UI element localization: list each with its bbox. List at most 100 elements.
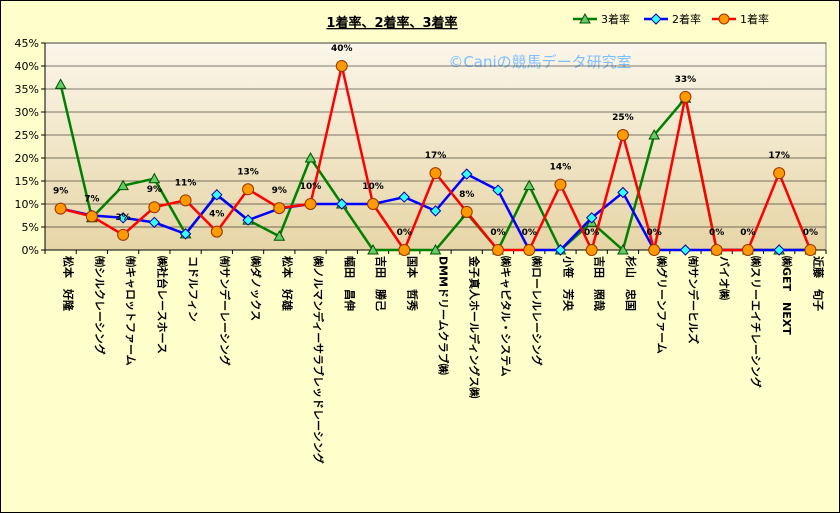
- gridlines: [45, 42, 826, 228]
- x-tick-label: ㈱グリーンファーム: [655, 256, 669, 354]
- x-tick-label: コドルフィン: [187, 256, 200, 322]
- data-label: 40%: [331, 44, 353, 54]
- x-tick-label: ㈱ノルマンディーサラブレッドレーシング: [312, 256, 326, 464]
- chart-title: 1着率、2着率、3着率: [326, 15, 457, 31]
- circle-marker: [210, 225, 223, 238]
- circle-marker: [554, 178, 567, 191]
- diamond-marker: [679, 244, 692, 256]
- circle-marker: [773, 167, 786, 180]
- x-tick-label: ㈱キャピタル・システム: [499, 256, 513, 377]
- circle-marker: [523, 244, 536, 256]
- data-label: 17%: [425, 151, 447, 161]
- x-tick-label: 幅田 昌伸: [343, 256, 357, 311]
- circle-marker: [648, 244, 661, 256]
- circle-marker: [85, 210, 98, 223]
- diamond-marker: [554, 244, 567, 256]
- y-tick-label: 15%: [15, 175, 39, 188]
- data-label: 9%: [147, 185, 162, 195]
- triangle-marker: [648, 128, 661, 140]
- circle-marker: [398, 244, 411, 256]
- data-label: 25%: [612, 113, 634, 123]
- data-label: 33%: [675, 75, 697, 85]
- x-tick-label: バイオ㈱: [718, 256, 732, 300]
- data-label: 14%: [550, 163, 572, 173]
- y-tick-label: 20%: [15, 152, 39, 165]
- watermark-text: ©Caniの競馬データ研究室: [448, 53, 631, 71]
- data-label: 10%: [362, 182, 384, 192]
- x-tick-label: ㈲シルクレーシング: [93, 256, 107, 355]
- plot-area: [44, 42, 827, 251]
- x-tick-label: ㈱社台レースホース: [155, 256, 169, 354]
- circle-marker: [148, 201, 161, 214]
- triangle-marker: [617, 243, 629, 255]
- x-tick-label: 松本 好雄: [280, 256, 294, 311]
- data-labels: 9% 7% 3% 9% 11% 4% 13% 9% 10% 40% 10% 0% 17% 8% 0% 0% 14…: [53, 44, 818, 238]
- circle-marker: [242, 183, 255, 196]
- data-label: 11%: [175, 178, 197, 188]
- circle-marker: [679, 90, 692, 103]
- triangle-marker: [429, 243, 442, 255]
- diamond-marker: [398, 191, 410, 203]
- x-tick-label: 近藤 旬子: [811, 256, 825, 311]
- circle-marker: [117, 228, 130, 241]
- data-label: 0%: [490, 228, 505, 238]
- data-label: 0%: [647, 228, 662, 238]
- diamond-marker: [429, 205, 442, 217]
- triangle-marker: [304, 151, 317, 163]
- diamond-icon: [650, 13, 662, 25]
- diamond-marker: [585, 212, 598, 224]
- data-label: 7%: [84, 194, 99, 204]
- circle-marker: [273, 202, 286, 215]
- x-tick-label: ㈲サンデーヒルズ: [686, 256, 700, 344]
- x-tick-label: 松本 好隆: [62, 256, 76, 312]
- data-label: 9%: [272, 186, 287, 196]
- x-tick-label: 小笹 芳央: [561, 255, 575, 312]
- legend-label: 3着率: [601, 12, 630, 26]
- x-tick-label: 杉山 忠国: [624, 256, 638, 311]
- circle-marker: [741, 244, 754, 256]
- data-label: 0%: [803, 228, 818, 238]
- circle-marker: [367, 198, 380, 210]
- x-tick-label: ㈲サンデーレーシング: [218, 256, 232, 366]
- y-tick-label: 0%: [22, 244, 39, 257]
- x-tick-label: 吉田 照哉: [593, 256, 607, 311]
- x-axis: 松本 好隆 ㈲シルクレーシング ㈲キャロットファーム ㈱社台レースホース コドルフィン ㈲…: [44, 249, 827, 464]
- x-tick-label: ㈲キャロットファーム: [124, 256, 138, 366]
- circle-marker: [335, 60, 348, 72]
- data-label: 13%: [237, 167, 259, 177]
- circle-icon: [718, 13, 730, 25]
- diamond-marker: [179, 228, 192, 240]
- y-tick-label: 40%: [15, 60, 39, 73]
- x-tick-label: 吉田 勝己: [374, 256, 388, 311]
- diamond-marker: [117, 212, 129, 224]
- data-label: 4%: [209, 210, 224, 220]
- triangle-marker: [117, 179, 129, 191]
- data-label: 17%: [768, 151, 790, 161]
- circle-marker: [710, 244, 723, 256]
- data-label: 0%: [522, 228, 537, 238]
- circle-marker: [179, 194, 192, 207]
- triangle-marker: [54, 78, 67, 89]
- triangle-marker: [367, 243, 379, 255]
- legend-label: 2着率: [672, 12, 701, 26]
- diamond-marker: [773, 244, 785, 256]
- x-tick-label: DMMドリームクラブ㈱: [437, 256, 451, 375]
- data-label: 0%: [397, 228, 412, 238]
- circle-marker: [804, 244, 817, 256]
- triangle-marker: [148, 172, 161, 184]
- x-tick-label: ㈱GET NEXT: [780, 256, 794, 335]
- diamond-marker: [461, 168, 473, 180]
- diamond-marker: [492, 184, 504, 196]
- data-label: 9%: [53, 187, 68, 197]
- data-label: 8%: [459, 190, 474, 200]
- triangle-marker: [523, 179, 536, 191]
- legend: 3着率 2着率 1着率: [573, 12, 769, 26]
- data-label: 0%: [740, 228, 755, 238]
- x-tick-label: ㈱ダノックス: [249, 256, 263, 321]
- diamond-marker: [617, 186, 629, 199]
- data-label: 10%: [300, 182, 322, 192]
- y-tick-label: 35%: [15, 83, 39, 96]
- y-tick-label: 5%: [22, 221, 39, 234]
- data-label: 3%: [115, 213, 130, 223]
